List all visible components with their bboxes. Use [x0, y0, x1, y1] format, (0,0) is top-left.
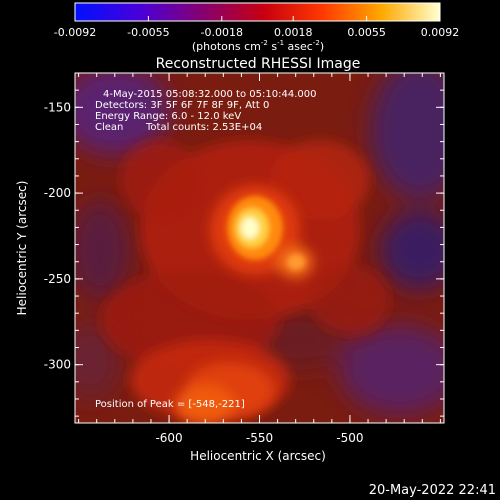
- colorbar-units: (photons cm-2 s-1 asec-2): [192, 39, 324, 53]
- y-tick-label: -200: [44, 186, 71, 200]
- colorbar-tick-label: -0.0055: [127, 26, 169, 39]
- x-tick-label: -550: [246, 431, 273, 445]
- y-tick-label: -250: [44, 272, 71, 286]
- axis-ticks: -600 -550 -500 -150 -200 -250 -300: [44, 72, 444, 445]
- x-axis-label: Heliocentric X (arcsec): [190, 449, 326, 463]
- colorbar-tick-label: -0.0092: [54, 26, 96, 39]
- colorbar: -0.0092 -0.0055 -0.0018 0.0018 0.0055 0.0092 …: [54, 2, 459, 53]
- timestamp: 20-May-2022 22:41: [369, 483, 496, 498]
- colorbar-tick-label: 0.0018: [274, 26, 313, 39]
- total-counts: Total counts: 2.53E+04: [145, 122, 262, 133]
- energy-range: Energy Range: 6.0 - 12.0 keV: [95, 111, 241, 122]
- y-tick-label: -150: [44, 100, 71, 114]
- method: Clean: [95, 122, 123, 133]
- solar-image: [75, 73, 444, 423]
- plot-title: Reconstructed RHESSI Image: [156, 56, 361, 72]
- colorbar-tick-label: 0.0092: [421, 26, 460, 39]
- y-axis-label: Heliocentric Y (arcsec): [15, 181, 29, 316]
- detectors: Detectors: 3F 5F 6F 7F 8F 9F, Att 0: [95, 100, 269, 111]
- colorbar-ticks: -0.0092 -0.0055 -0.0018 0.0018 0.0055 0.0092: [54, 16, 459, 39]
- y-tick-label: -300: [44, 358, 71, 372]
- peak-position: Position of Peak = [-548,-221]: [95, 399, 245, 410]
- colorbar-tick-label: -0.0018: [201, 26, 243, 39]
- colorbar-tick-label: 0.0055: [347, 26, 386, 39]
- time-range: 4-May-2015 05:08:32.000 to 05:10:44.000: [103, 89, 316, 100]
- x-tick-label: -500: [336, 431, 363, 445]
- x-tick-label: -600: [155, 431, 182, 445]
- observation-info: 4-May-2015 05:08:32.000 to 05:10:44.000 …: [95, 89, 316, 133]
- colorbar-gradient: [74, 2, 441, 22]
